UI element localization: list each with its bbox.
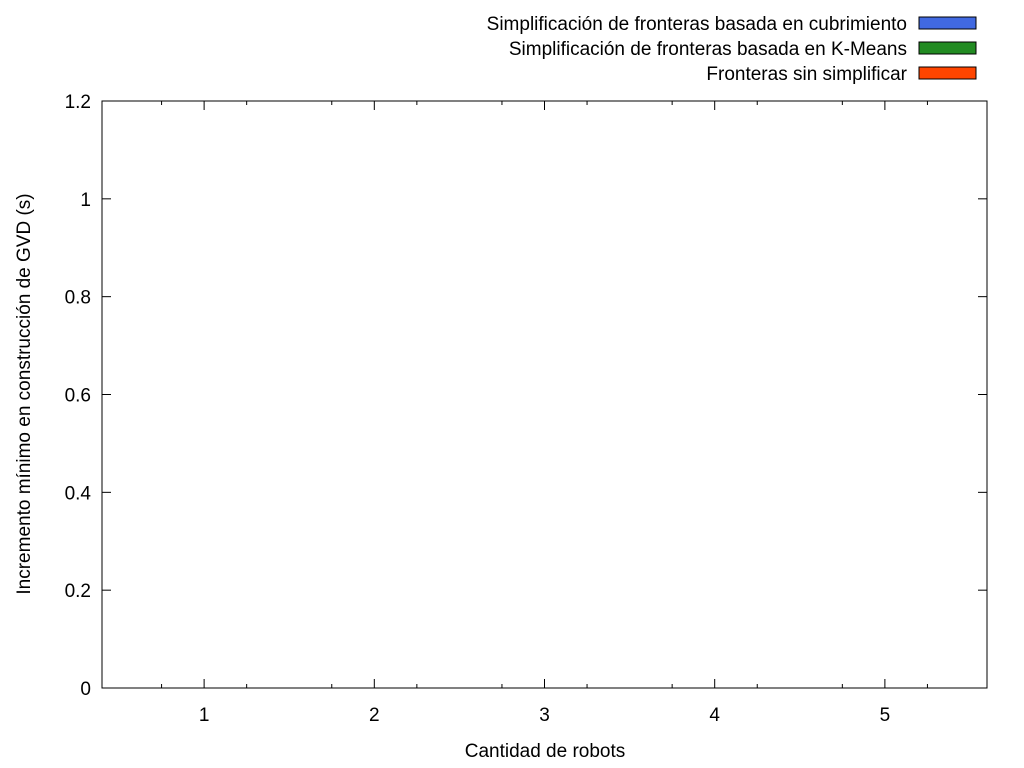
legend-label: Simplificación de fronteras basada en K-… — [509, 39, 907, 60]
x-axis-label: Cantidad de robots — [465, 741, 626, 762]
y-tick-label: 1.2 — [65, 92, 91, 113]
legend-swatch — [918, 66, 977, 80]
x-tick-label: 4 — [709, 705, 720, 726]
x-tick-label: 5 — [880, 705, 891, 726]
legend: Simplificación de fronteras basada en cu… — [487, 14, 977, 85]
y-tick-label: 0.8 — [65, 288, 91, 309]
x-tick-label: 3 — [539, 705, 550, 726]
y-tick-label: 0.4 — [65, 483, 92, 504]
axis-ticks: 0 0.2 0.4 0.6 0.8 1 1.2 1 2 3 4 5 — [65, 92, 987, 726]
y-axis-label: Incremento mínimo en construcción de GVD… — [14, 193, 35, 594]
legend-swatch — [918, 16, 977, 30]
y-tick-label: 1 — [80, 190, 91, 211]
x-tick-label: 1 — [199, 705, 210, 726]
y-tick-label: 0.2 — [65, 581, 91, 602]
legend-label: Simplificación de fronteras basada en cu… — [487, 14, 907, 35]
legend-swatch — [918, 41, 977, 55]
legend-label: Fronteras sin simplificar — [706, 64, 907, 85]
y-tick-label: 0 — [80, 679, 91, 700]
y-tick-label: 0.6 — [65, 386, 91, 407]
x-tick-label: 2 — [369, 705, 380, 726]
